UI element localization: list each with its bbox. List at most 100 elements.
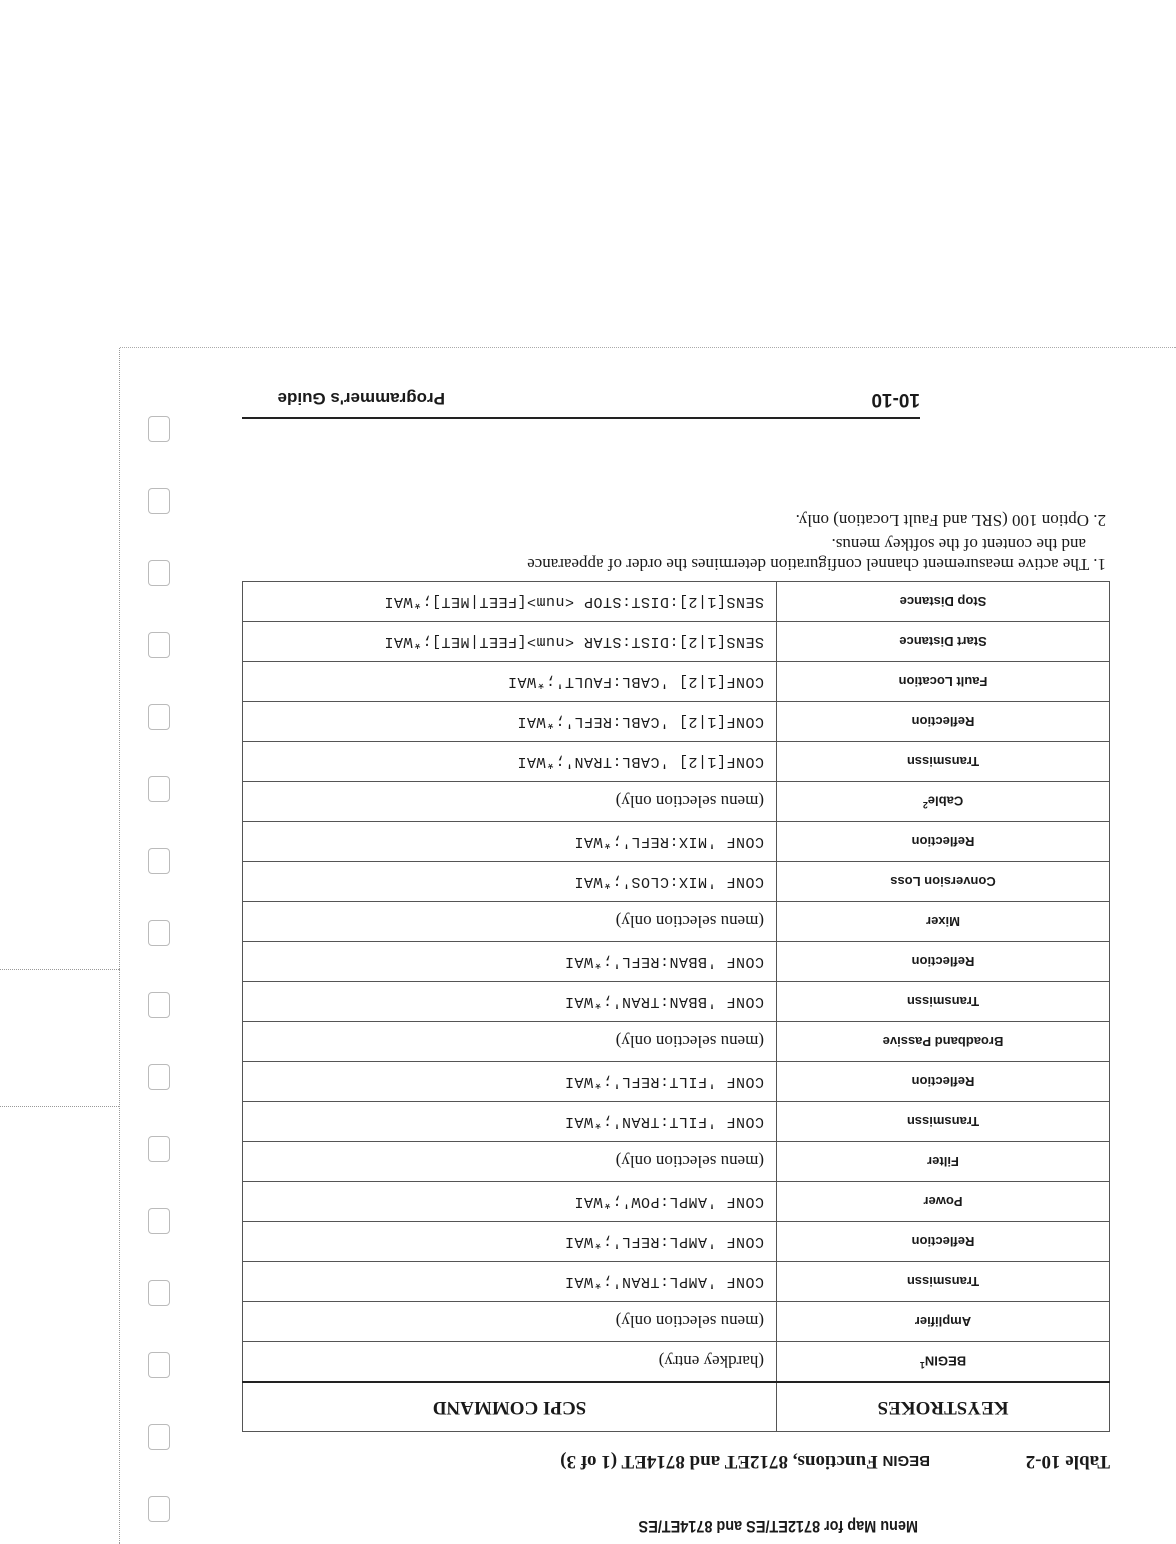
keystroke-label: Transmissn [906, 994, 980, 1009]
keystroke-cell: Transmissn [776, 981, 1110, 1022]
binder-hole [148, 1208, 170, 1234]
keystroke-cell: Reflection [776, 1221, 1110, 1262]
scpi-command-cell: CONF 'MIX:REFL';*WAI [242, 821, 777, 862]
scan-border [120, 347, 1176, 348]
keystroke-label: Transmissn [906, 1274, 980, 1289]
keystroke-cell: Reflection [776, 701, 1110, 742]
begin-functions-table: KEYSTROKES SCPI COMMAND BEGIN1 (hardkey e… [242, 581, 1110, 1432]
keystroke-label: Stop Distance [899, 594, 987, 609]
binder-hole [148, 920, 170, 946]
table-row: Fault Location CONF[1|2] 'CABL:FAULT';*WA… [242, 661, 1110, 702]
running-head: Menu Map for 8712ET/ES and 8714ET/ES [638, 1517, 918, 1536]
table-row: Reflection CONF 'MIX:REFL';*WAI [242, 821, 1110, 862]
column-header-keystrokes: KEYSTROKES [776, 1382, 1110, 1432]
table-row: Stop Distance SENS[1|2]:DIST:STOP <num>[F… [242, 581, 1110, 622]
scpi-command-cell: SENS[1|2]:DIST:STOP <num>[FEET|MET];*WAI [242, 581, 777, 622]
scpi-command-cell: CONF 'FILT:REFL';*WAI [242, 1061, 777, 1102]
table-row: Amplifier (menu selection only) [242, 1301, 1110, 1342]
keystroke-cell: Mixer [776, 901, 1110, 942]
keystroke-cell: Reflection [776, 941, 1110, 982]
table-row: Power CONF 'AMPL:POW';*WAI [242, 1181, 1110, 1222]
footer-rule [242, 417, 920, 419]
footnotes: 1. The active measurement channel config… [246, 506, 1106, 574]
binder-hole [148, 1424, 170, 1450]
binder-hole [148, 1352, 170, 1378]
keystroke-label: Power [923, 1194, 963, 1209]
keystroke-label: Transmissn [906, 754, 980, 769]
scpi-command-cell: CONF 'FILT:TRAN';*WAI [242, 1101, 777, 1142]
keystroke-label: Fault Location [898, 674, 988, 689]
keystroke-cell: Transmissn [776, 1261, 1110, 1302]
table-row: Reflection CONF 'FILT:REFL';*WAI [242, 1061, 1110, 1102]
keystroke-cell: BEGIN1 [776, 1341, 1110, 1382]
table-row: Transmissn CONF 'FILT:TRAN';*WAI [242, 1101, 1110, 1142]
footnote-text: and the content of the softkey menus. [831, 535, 1086, 554]
binder-hole [148, 416, 170, 442]
keystroke-cell: Start Distance [776, 621, 1110, 662]
scpi-command-cell: (menu selection only) [242, 781, 777, 822]
scpi-command-cell: CONF[1|2] 'CABL:FAULT';*WAI [242, 661, 777, 702]
binder-hole [148, 776, 170, 802]
footnote-text: 2. Option 100 (SRL and Fault Location) o… [795, 511, 1106, 530]
keystroke-cell: Transmissn [776, 1101, 1110, 1142]
keystroke-label: BEGIN [924, 1353, 967, 1369]
keystroke-label: Conversion Loss [890, 874, 996, 889]
footnote-text: 1. The active measurement channel config… [527, 555, 1106, 574]
table-title-prefix: BEGIN [882, 1452, 930, 1469]
scpi-command-cell: CONF 'BBAN:TRAN';*WAI [242, 981, 777, 1022]
scpi-command-cell: SENS[1|2]:DIST:STAR <num>[FEET|MET];*WAI [242, 621, 777, 662]
binder-hole [148, 488, 170, 514]
table-row: Cable2 (menu selection only) [242, 781, 1110, 822]
binder-hole [148, 1136, 170, 1162]
table-row: Broadband Passive (menu selection only) [242, 1021, 1110, 1062]
keystroke-label: Reflection [911, 1234, 975, 1249]
keystroke-label: Reflection [911, 954, 975, 969]
scan-border [119, 348, 120, 1544]
binder-hole [148, 704, 170, 730]
scpi-command-cell: CONF[1|2] 'CABL:TRAN';*WAI [242, 741, 777, 782]
footnote-1: 1. The active measurement channel config… [246, 534, 1106, 574]
scpi-command-cell: (hardkey entry) [242, 1341, 777, 1382]
keystroke-cell: Conversion Loss [776, 861, 1110, 902]
footnote-ref: 2 [922, 799, 928, 810]
keystroke-label: Reflection [911, 834, 975, 849]
keystroke-label: Cable [927, 793, 964, 809]
scan-mark [0, 1106, 120, 1107]
table-row: Reflection CONF 'AMPL:REFL';*WAI [242, 1221, 1110, 1262]
table-caption: Table 10-2 BEGIN Functions, 8712ET and 87… [560, 1450, 1110, 1472]
scpi-command-cell: CONF 'AMPL:TRAN';*WAI [242, 1261, 777, 1302]
table-row: Mixer (menu selection only) [242, 901, 1110, 942]
binder-hole [148, 560, 170, 586]
footnote-ref: 1 [919, 1359, 925, 1370]
keystroke-label: Reflection [911, 1074, 975, 1089]
table-row: Transmissn CONF 'BBAN:TRAN';*WAI [242, 981, 1110, 1022]
table-row: Reflection CONF[1|2] 'CABL:REFL';*WAI [242, 701, 1110, 742]
table-title: Functions, 8712ET and 8714ET (1 of 3) [560, 1451, 883, 1472]
scpi-command-cell: CONF 'BBAN:REFL';*WAI [242, 941, 777, 982]
scpi-command-cell: (menu selection only) [242, 1021, 777, 1062]
keystroke-label: Reflection [911, 714, 975, 729]
table-row: BEGIN1 (hardkey entry) [242, 1341, 1110, 1382]
binder-hole [148, 848, 170, 874]
keystroke-cell: Filter [776, 1141, 1110, 1182]
page-number: 10-10 [871, 389, 920, 410]
keystroke-cell: Transmissn [776, 741, 1110, 782]
keystroke-cell: Cable2 [776, 781, 1110, 822]
scan-mark [0, 969, 120, 970]
binder-hole [148, 992, 170, 1018]
keystroke-label: Filter [927, 1154, 959, 1169]
table-row: Reflection CONF 'BBAN:REFL';*WAI [242, 941, 1110, 982]
keystroke-label: Broadband Passive [882, 1034, 1004, 1049]
keystroke-cell: Broadband Passive [776, 1021, 1110, 1062]
binder-hole [148, 1280, 170, 1306]
scpi-command-cell: (menu selection only) [242, 901, 777, 942]
keystroke-label: Transmissn [906, 1114, 980, 1129]
table-number: Table 10-2 [1025, 1451, 1110, 1472]
keystroke-cell: Reflection [776, 821, 1110, 862]
keystroke-label: Amplifier [914, 1314, 972, 1329]
scpi-command-cell: CONF[1|2] 'CABL:REFL';*WAI [242, 701, 777, 742]
keystroke-cell: Amplifier [776, 1301, 1110, 1342]
keystroke-label: Mixer [926, 914, 960, 929]
keystroke-cell: Reflection [776, 1061, 1110, 1102]
